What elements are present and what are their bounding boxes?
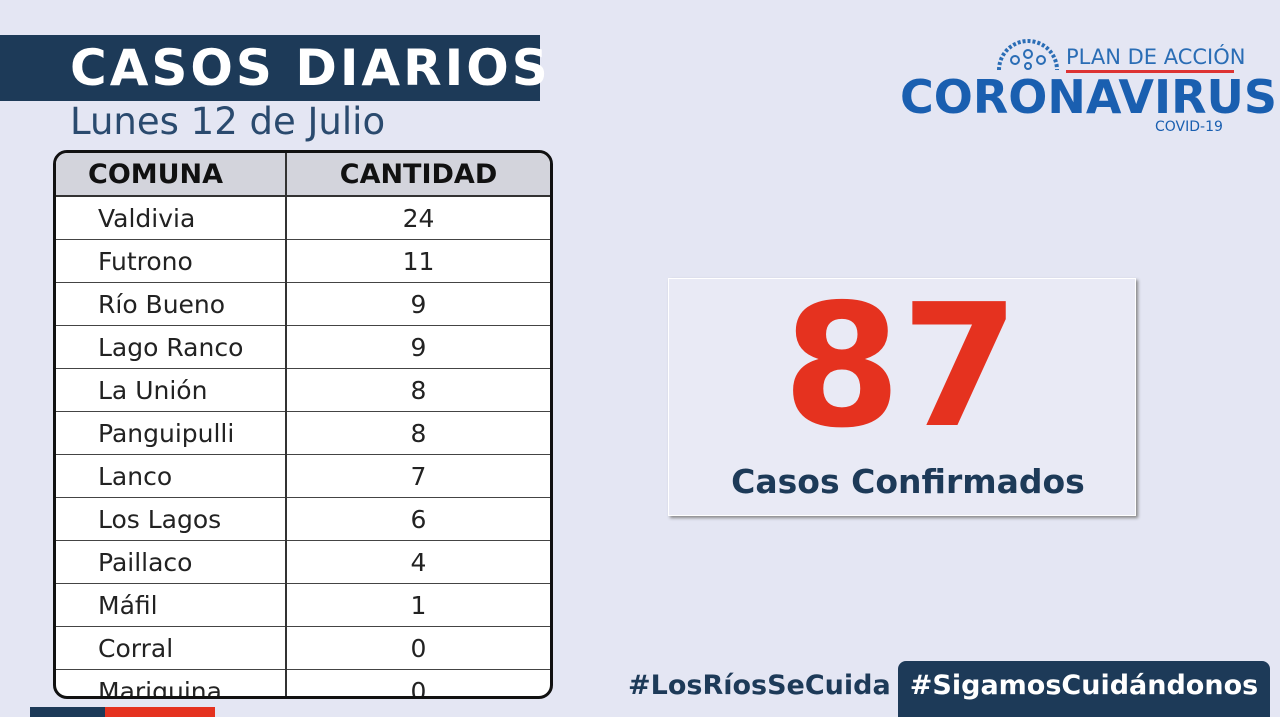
hashtag: #SigamosCuidándonos — [909, 670, 1259, 701]
cantidad-cell: 24 — [286, 195, 550, 240]
footer-bar — [105, 707, 215, 717]
column-header: COMUNA — [56, 153, 287, 197]
table-row: Río Bueno 9 — [56, 282, 550, 326]
comuna-cell: Paillaco — [56, 540, 287, 584]
comuna-cell: Máfil — [56, 583, 287, 627]
table-row: Panguipulli 8 — [56, 411, 550, 455]
cantidad-cell: 0 — [286, 626, 550, 670]
cantidad-cell: 7 — [286, 454, 550, 498]
cantidad-cell: 11 — [286, 239, 550, 283]
cantidad-cell: 6 — [286, 497, 550, 541]
comuna-cell: Río Bueno — [56, 282, 287, 326]
comuna-cell: Lanco — [56, 454, 287, 498]
table: COMUNA CANTIDAD Valdivia 24 Futrono 11 Río B… — [56, 153, 550, 696]
cantidad-cell: 8 — [286, 411, 550, 455]
table-row: La Unión 8 — [56, 368, 550, 412]
column-header: CANTIDAD — [286, 153, 550, 197]
table-row: Máfil 1 — [56, 583, 550, 627]
comuna-cell: Lago Ranco — [56, 325, 287, 369]
comuna-cell: Futrono — [56, 239, 287, 283]
logo-title: CORONAVIRUS — [900, 70, 1277, 124]
subtitle: Lunes 12 de Julio — [70, 100, 386, 143]
table-row: Mariquina 0 — [56, 669, 550, 696]
comuna-cell: Panguipulli — [56, 411, 287, 455]
title: CASOS DIARIOS — [70, 39, 551, 97]
total-label: Casos Confirmados — [731, 462, 1085, 501]
total-value: 87 — [782, 268, 1020, 466]
hashtag: #LosRíosSeCuida — [628, 670, 891, 701]
logo-icon — [997, 39, 1059, 71]
table-body: Valdivia 24 Futrono 11 Río Bueno 9 Lago Ranco 9… — [56, 195, 550, 696]
table-row: Corral 0 — [56, 626, 550, 670]
title-banner — [0, 35, 540, 101]
hashtag-box — [898, 661, 1270, 717]
comuna-cell: Corral — [56, 626, 287, 670]
cantidad-cell: 1 — [286, 583, 550, 627]
logo-text: PLAN DE ACCIÓN — [1066, 45, 1246, 69]
cantidad-cell: 9 — [286, 325, 550, 369]
table-row: Lago Ranco 9 — [56, 325, 550, 369]
table-row: Valdivia 24 — [56, 195, 550, 240]
table-row: Lanco 7 — [56, 454, 550, 498]
comuna-cell: La Unión — [56, 368, 287, 412]
table-row: Paillaco 4 — [56, 540, 550, 584]
table-frame: COMUNA CANTIDAD Valdivia 24 Futrono 11 Río B… — [53, 150, 553, 699]
table-row: Los Lagos 6 — [56, 497, 550, 541]
table-row: Futrono 11 — [56, 239, 550, 283]
comuna-cell: Los Lagos — [56, 497, 287, 541]
comuna-cell: Mariquina — [56, 669, 287, 696]
cantidad-cell: 8 — [286, 368, 550, 412]
cantidad-cell: 0 — [286, 669, 550, 696]
logo-line — [1066, 70, 1234, 73]
logo-subtext: COVID-19 — [1155, 119, 1223, 135]
cantidad-cell: 4 — [286, 540, 550, 584]
cantidad-cell: 9 — [286, 282, 550, 326]
header-row: COMUNA CANTIDAD — [56, 153, 550, 197]
total-box — [668, 278, 1136, 516]
footer-bar — [30, 707, 105, 717]
comuna-cell: Valdivia — [56, 195, 287, 240]
